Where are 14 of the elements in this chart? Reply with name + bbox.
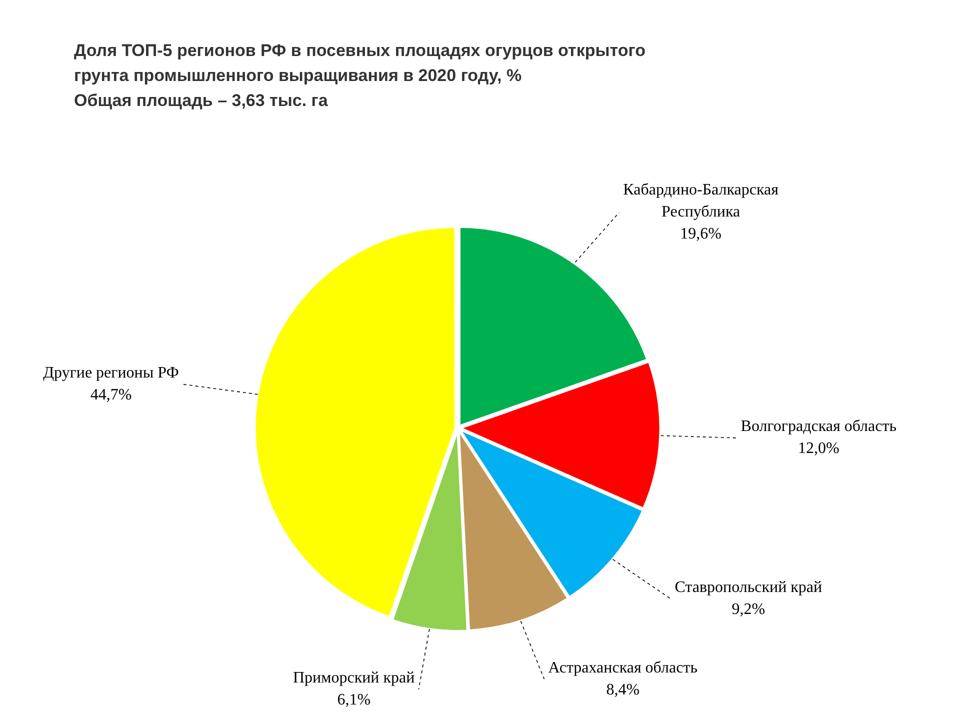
chart-title: Доля ТОП-5 регионов РФ в посевных площадях огурцов открытого грунта промышленного выращивания в 2020 году, % <box>74 40 646 87</box>
slice-label: Кабардино-Балкарская Республика <box>623 182 780 221</box>
data-label: 19,6% <box>680 226 722 243</box>
chart-subtitle: Общая площадь – 3,63 тыс. га <box>74 90 329 112</box>
data-label: 6,1% <box>337 692 371 709</box>
data-label: 44,7% <box>90 386 132 404</box>
data-label: 9,2% <box>732 601 766 618</box>
slice-label: Астраханская область <box>548 659 698 676</box>
slice-label: Приморский край <box>293 670 416 687</box>
data-label: 8,4% <box>606 681 640 698</box>
slice-label: Волгоградская область <box>740 418 897 436</box>
slice-label: Другие регионы РФ <box>43 364 179 382</box>
slice-label: Ставропольский край <box>674 579 823 596</box>
data-label: 12,0% <box>798 440 840 458</box>
